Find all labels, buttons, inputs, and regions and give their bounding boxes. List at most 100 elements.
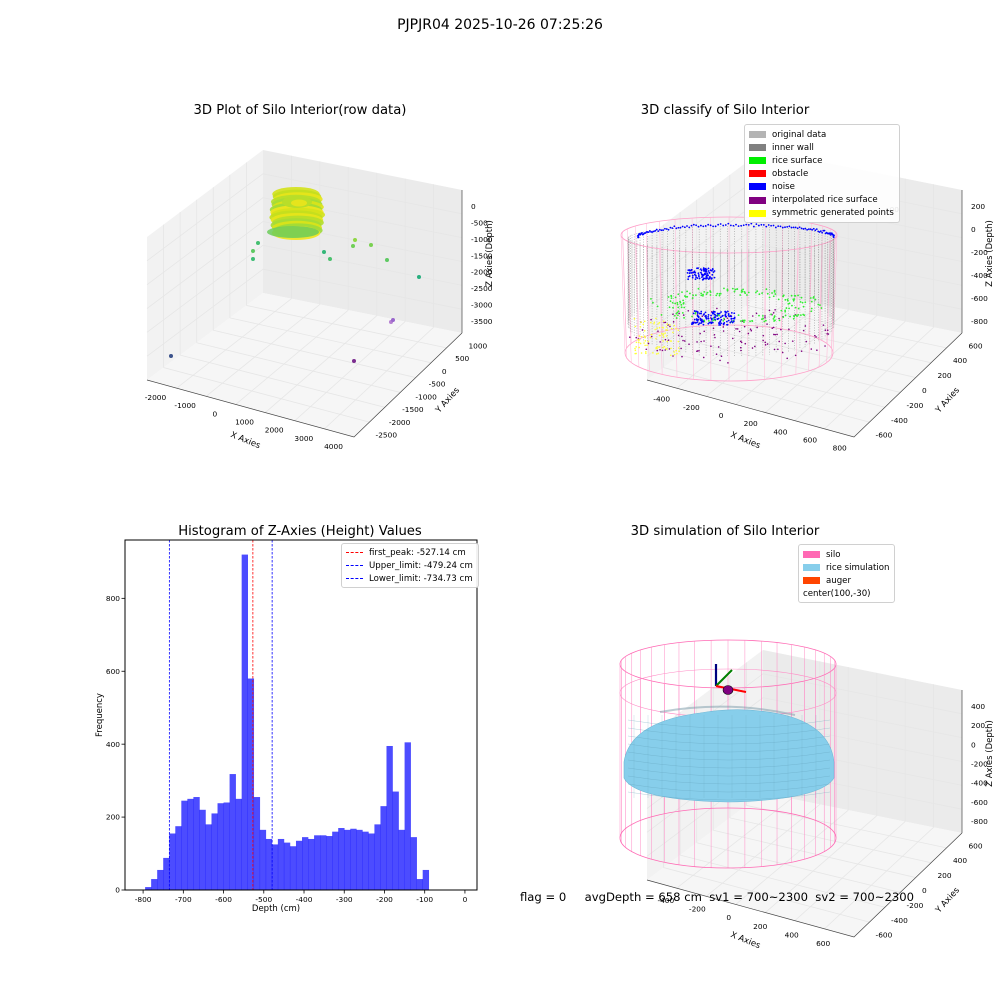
p2-rice-point: [680, 304, 682, 306]
p2-noise-point: [675, 227, 677, 229]
p2-symmetric-point: [646, 344, 648, 346]
p2-noise-point: [664, 228, 666, 230]
legend-entry: first_peak: -527.14 cm: [346, 546, 473, 559]
p2-interp-point: [672, 313, 674, 315]
histogram-bar: [302, 837, 308, 890]
p2-noise-point: [811, 229, 813, 231]
p2-noise-point: [719, 321, 721, 323]
histogram-bar: [374, 824, 380, 890]
p2-rice-point: [670, 295, 672, 297]
p2-noise-point: [816, 228, 818, 230]
histogram-xtick-label: -800: [135, 895, 152, 904]
p2-rice-point: [707, 292, 709, 294]
p2-ytick-label: -600: [876, 431, 893, 440]
p2-xtick-label: 0: [719, 411, 724, 420]
p2-noise-point: [720, 316, 722, 318]
p2-interp-point: [750, 330, 752, 332]
p2-noise-point: [720, 319, 722, 321]
p2-xtick-label: -400: [653, 395, 670, 404]
p2-rice-point: [817, 304, 819, 306]
p2-interp-point: [727, 362, 729, 364]
p2-noise-point: [706, 272, 708, 274]
p2-interp-point: [782, 352, 784, 354]
p2-interp-point: [668, 339, 670, 341]
p2-noise-point: [714, 316, 716, 318]
legend-entry: inner wall: [749, 141, 894, 154]
p2-noise-point: [700, 311, 702, 313]
p2-noise-point: [697, 267, 699, 269]
p2-interp-point: [741, 342, 743, 344]
p2-interp-point: [703, 330, 705, 332]
p2-rice-point: [702, 295, 704, 297]
p2-symmetric-point: [636, 341, 638, 343]
p2-symmetric-point: [664, 332, 666, 334]
p2-noise-point: [814, 229, 816, 231]
p2-rice-point: [813, 296, 815, 298]
p2-interp-point: [828, 333, 830, 335]
p2-rice-point: [734, 291, 736, 293]
p2-rice-point: [792, 298, 794, 300]
histogram-bar: [308, 839, 314, 890]
p2-symmetric-point: [656, 327, 658, 329]
p2-noise-point: [720, 311, 722, 313]
histogram-bar: [218, 803, 224, 890]
p2-symmetric-point: [670, 340, 672, 342]
p1-point: [391, 318, 395, 322]
p2-rice-point: [710, 294, 712, 296]
legend-entry: obstacle: [749, 167, 894, 180]
histogram-bar: [260, 830, 266, 890]
p2-rice-point: [802, 314, 804, 316]
p2-interp-point: [701, 315, 703, 317]
p1-ztick-label: -3000: [471, 301, 493, 310]
p2-noise-point: [699, 277, 701, 279]
p2-noise-point: [733, 225, 735, 227]
p2-symmetric-point: [661, 333, 663, 335]
p2-rice-point: [787, 299, 789, 301]
p2-noise-point: [710, 315, 712, 317]
p2-noise-point: [708, 270, 710, 272]
p2-noise-point: [725, 313, 727, 315]
p2-noise-point: [692, 322, 694, 324]
p2-noise-point: [703, 267, 705, 269]
p2-rice-point: [668, 296, 670, 298]
p2-noise-point: [687, 272, 689, 274]
p2-symmetric-point: [644, 321, 646, 323]
p2-rice-point: [734, 289, 736, 291]
histogram-xtick-label: -300: [336, 895, 353, 904]
p2-interp-point: [718, 346, 720, 348]
p2-noise-point: [724, 311, 726, 313]
p2-symmetric-point: [654, 322, 656, 324]
p2-symmetric-point: [678, 350, 680, 352]
p2-interp-point: [657, 330, 659, 332]
p2-symmetric-point: [667, 341, 669, 343]
p2-noise-point: [671, 227, 673, 229]
p2-interp-point: [810, 348, 812, 350]
p2-symmetric-point: [672, 332, 674, 334]
p1-ytick-label: 500: [455, 354, 469, 363]
p2-interp-point: [669, 326, 671, 328]
p2-interp-point: [650, 319, 652, 321]
p2-noise-point: [697, 315, 699, 317]
p2-rice-point: [700, 294, 702, 296]
p2-rice-point: [796, 315, 798, 317]
legend-label: Upper_limit: -479.24 cm: [369, 561, 473, 571]
p2-noise-point: [689, 275, 691, 277]
p2-symmetric-point: [635, 350, 637, 352]
p1-point: [256, 241, 260, 245]
p2-noise-point: [702, 279, 704, 281]
p2-symmetric-point: [644, 330, 646, 332]
p1-point: [353, 238, 357, 242]
p2-noise-point: [708, 278, 710, 280]
p4-ztick-label: 200: [971, 721, 985, 730]
p2-noise-point: [731, 312, 733, 314]
p1-point: [352, 359, 356, 363]
p2-symmetric-point: [638, 347, 640, 349]
p2-symmetric-point: [640, 321, 642, 323]
p2-symmetric-point: [645, 351, 647, 353]
p2-noise-point: [784, 226, 786, 228]
p1-point: [251, 257, 255, 261]
p2-interp-point: [635, 337, 637, 339]
p2-rice-point: [789, 316, 791, 318]
histogram-ytick-label: 400: [106, 740, 120, 749]
histogram-bar: [405, 742, 411, 890]
